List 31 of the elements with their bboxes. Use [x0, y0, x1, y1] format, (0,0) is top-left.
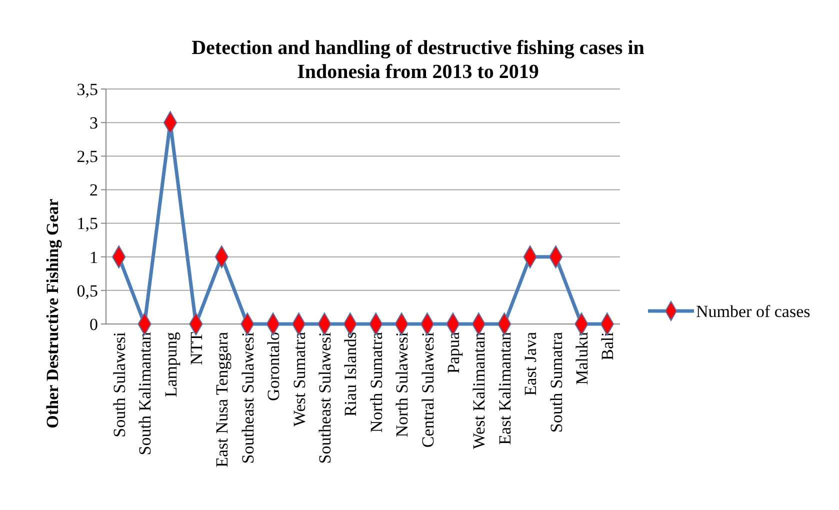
y-tick-label: 2	[90, 180, 98, 200]
x-tick-label: West Kalimantan	[470, 332, 489, 450]
x-tick-label: NTT	[186, 331, 206, 366]
y-tick-label: 2,5	[76, 147, 98, 166]
x-tick-label: Bali	[598, 332, 618, 360]
x-tick-label: East Kalimantan	[495, 332, 514, 445]
x-tick-label: South Sulawesi	[110, 332, 129, 438]
x-tick-label: Southeast Sulawesi	[315, 332, 334, 464]
x-tick-label: East Nusa Tenggara	[212, 332, 232, 468]
y-axis-title: Other Destructive Fishing Gear	[43, 198, 62, 428]
chart-title: Detection and handling of destructive fishing cases in Indonesia from 2013 to 2019	[192, 37, 644, 83]
x-tick-label: Lampung	[161, 332, 180, 398]
y-tick-label: 1	[90, 248, 98, 267]
x-tick-label: South Sumatra	[546, 332, 566, 433]
x-tick-label: South Kalimantan	[136, 332, 155, 456]
x-tick-label: West Sumatra	[290, 332, 309, 426]
x-tick-label: Riau Islands	[341, 332, 360, 417]
y-tick-label: 1,5	[76, 214, 98, 234]
y-tick-label: 0	[90, 314, 98, 334]
x-tick-label: East Java	[521, 332, 540, 396]
y-tick-label: 3,5	[76, 80, 98, 99]
y-tick-label: 0,5	[76, 281, 98, 300]
x-tick-label: Papua	[444, 332, 463, 374]
x-tick-label: Central Sulawesi	[418, 332, 438, 448]
x-tick-label: North Sulawesi	[392, 332, 412, 438]
y-tick-label: 3	[90, 114, 98, 133]
x-tick-label: Gorontalo	[264, 332, 284, 401]
x-tick-label: Southeast Sulawesi	[238, 332, 258, 464]
x-tick-label: North Sumatra	[366, 332, 386, 433]
x-tick-label: Maluku	[572, 332, 592, 385]
legend-label: Number of cases	[696, 302, 810, 321]
